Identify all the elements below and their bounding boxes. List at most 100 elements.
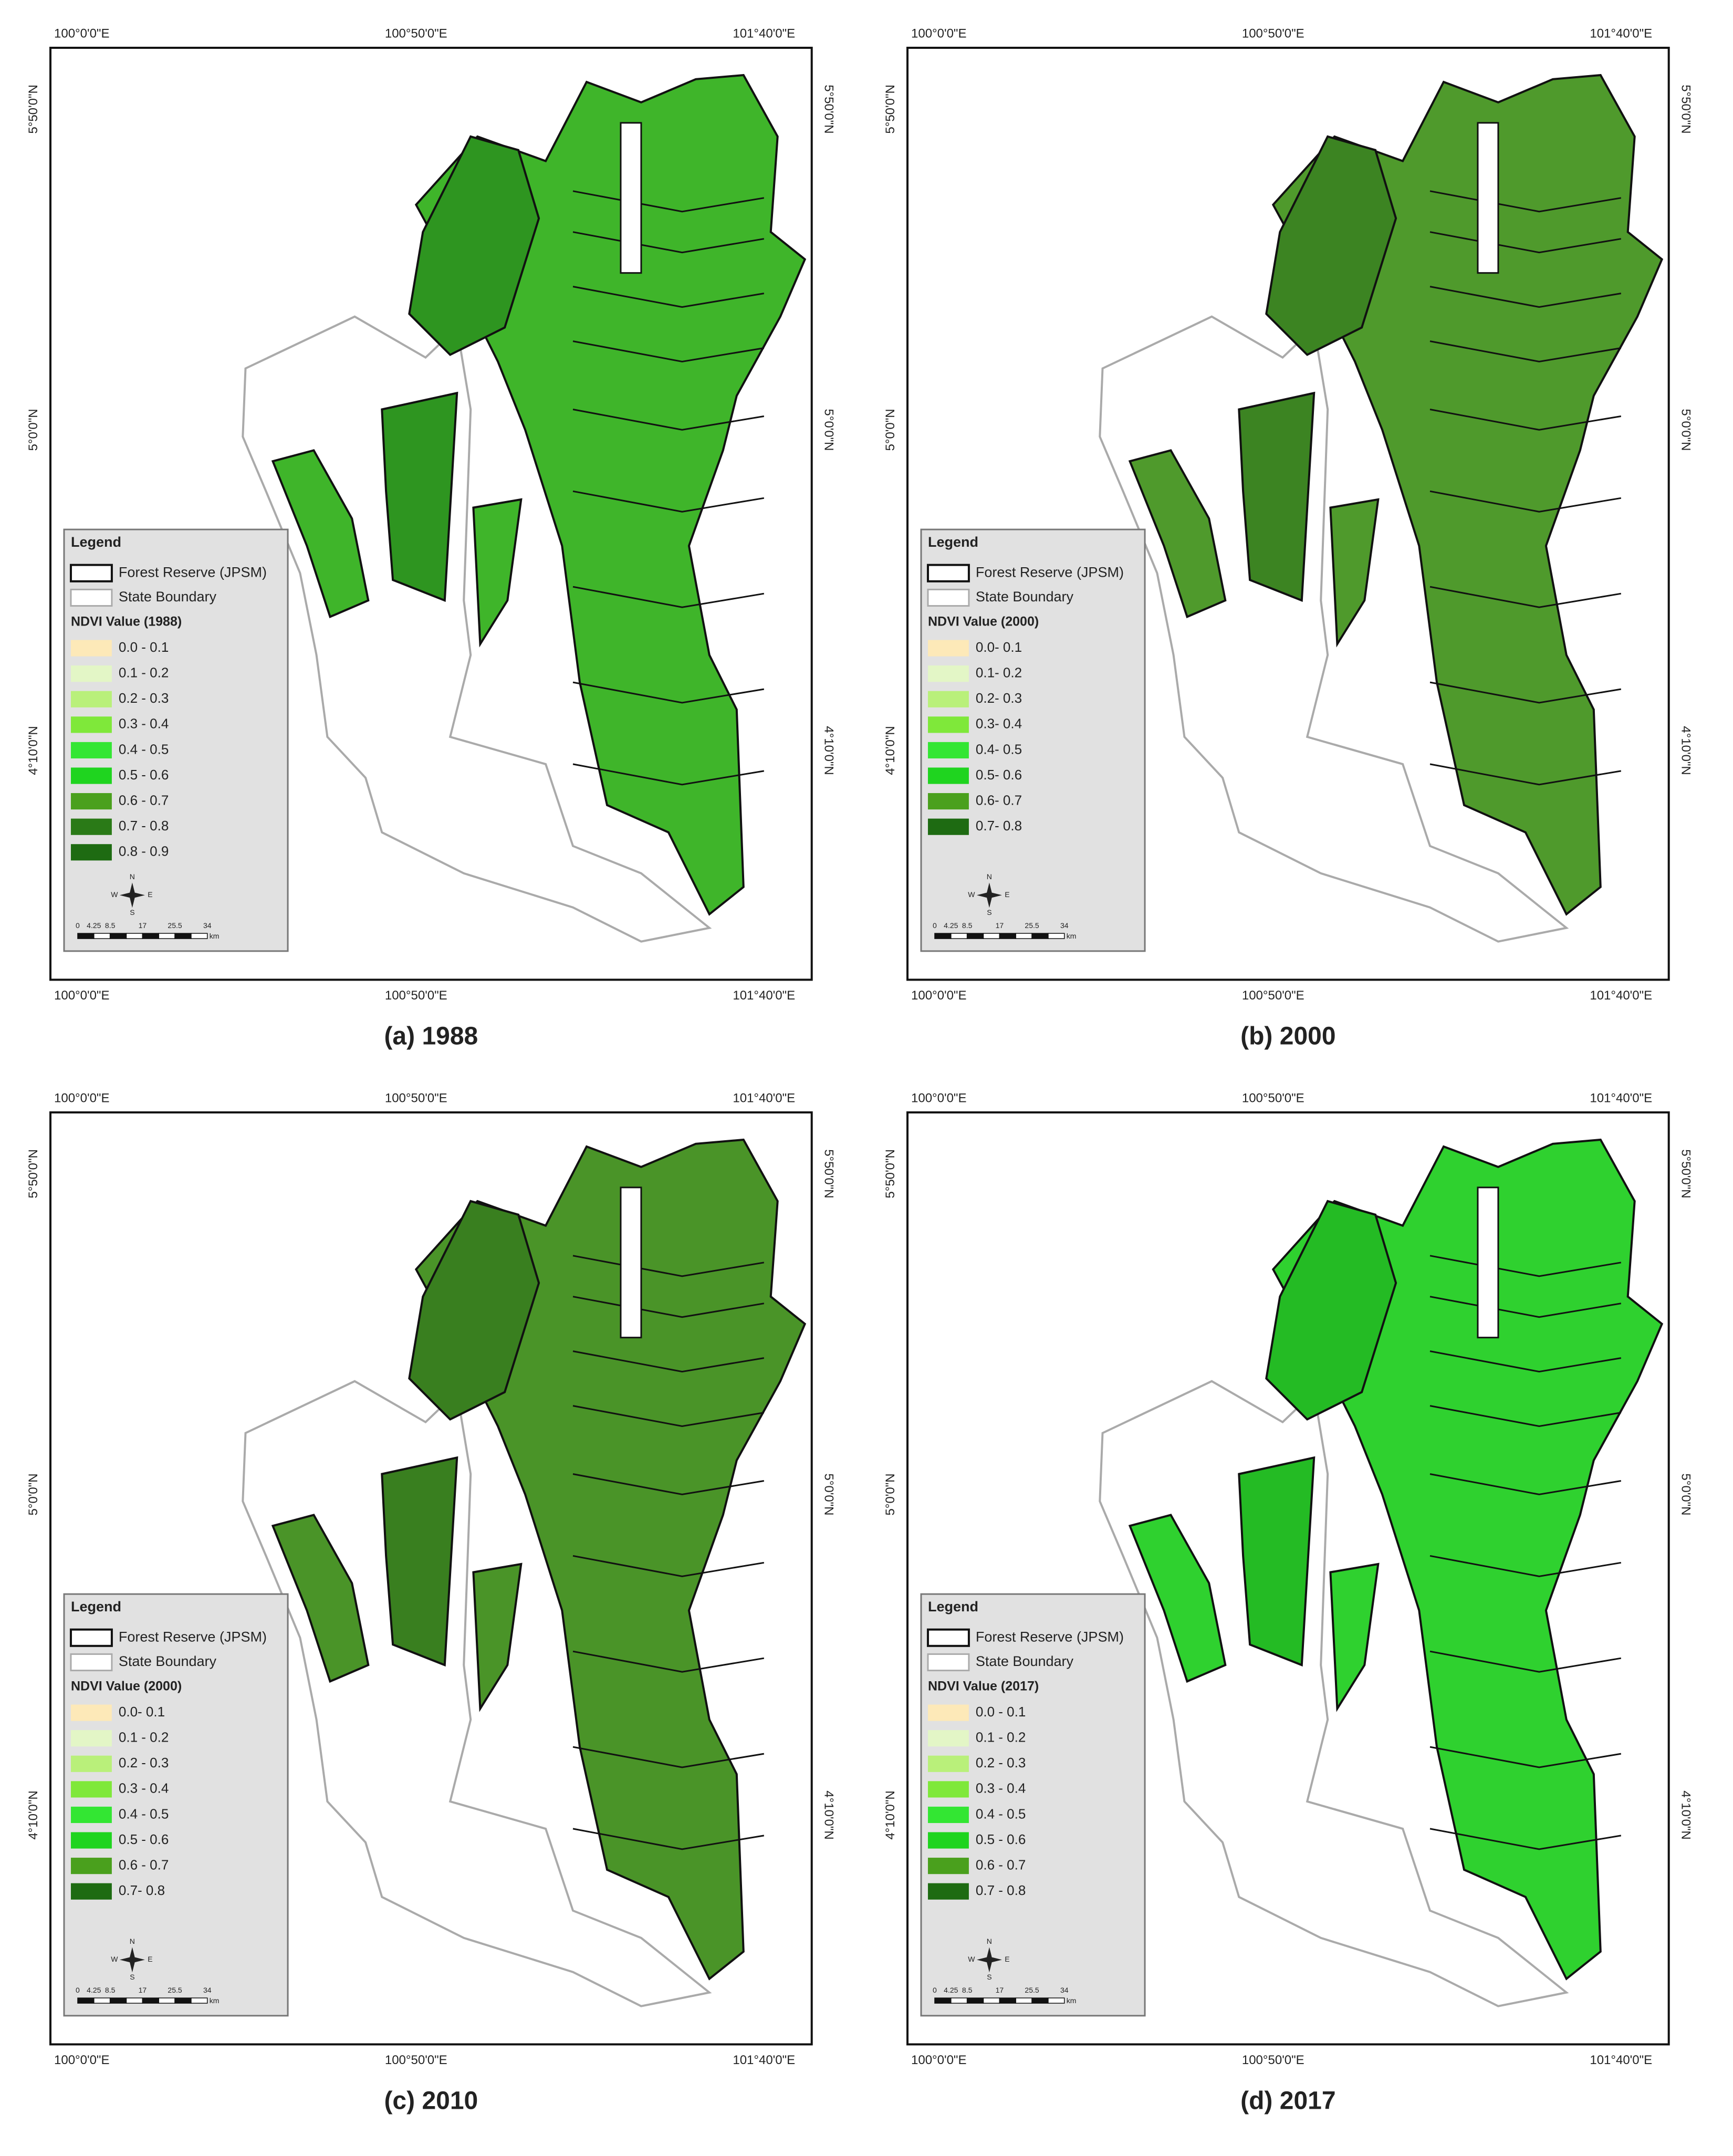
river-gap: [1477, 122, 1499, 274]
legend-label: 0.5 - 0.6: [119, 1831, 169, 1847]
y-coord-label: 5°0'0"N: [883, 409, 897, 451]
legend-label: 0.2 - 0.3: [119, 690, 169, 706]
legend-title: Legend: [928, 534, 978, 550]
legend-label: 0.6- 0.7: [976, 792, 1022, 808]
x-coord-label: 100°0'0"E: [54, 988, 109, 1003]
scale-bar-label: 34: [203, 1986, 212, 1994]
compass-letter: W: [968, 1955, 975, 1963]
legend-label: State Boundary: [976, 589, 1074, 605]
scale-bar-label: 4.25: [944, 921, 958, 930]
legend-swatch: [927, 588, 970, 607]
compass-letter: E: [148, 890, 152, 899]
x-coord-label: 100°50'0"E: [1242, 1091, 1304, 1105]
forest-reserve-boundary: [1429, 1350, 1622, 1373]
scale-bar-label: 34: [1060, 1986, 1069, 1994]
legend-label: 0.8 - 0.9: [119, 843, 169, 859]
compass-letter: N: [987, 872, 992, 881]
legend-swatch: [927, 691, 969, 707]
legend-label: State Boundary: [976, 1653, 1074, 1669]
y-coord-label: 5°0'0"N: [26, 1473, 40, 1515]
scale-bar-label: 34: [1060, 921, 1069, 930]
river-gap: [620, 122, 642, 274]
compass-letter: W: [968, 890, 975, 899]
legend-label: 0.6 - 0.7: [119, 1857, 169, 1872]
y-coord-label: 5°50'0"N: [822, 85, 836, 133]
scale-bar-segment: [174, 1997, 192, 2004]
scale-bar-segment: [1048, 933, 1065, 939]
legend-label: 0.0 - 0.1: [976, 1704, 1026, 1720]
legend: Legend Forest Reserve (JPSM) State Boundar…: [920, 528, 1146, 952]
forest-reserve-boundary: [1429, 763, 1622, 786]
forest-reserve-boundary: [572, 1650, 765, 1673]
legend-label: 0.1- 0.2: [976, 665, 1022, 681]
forest-reserve-boundary: [1429, 1405, 1622, 1428]
legend-swatch: [70, 1781, 112, 1798]
scale-bar-unit: km: [210, 1996, 220, 2005]
y-coord-label: 4°10'0"N: [883, 726, 897, 775]
x-coord-label: 101°40'0"E: [1590, 2053, 1652, 2067]
legend-swatch: [70, 793, 112, 810]
legend-label: 0.4- 0.5: [976, 741, 1022, 757]
legend-swatch: [927, 1806, 969, 1824]
scale-bar-label: 4.25: [944, 1986, 958, 1994]
legend: Legend Forest Reserve (JPSM) State Boundar…: [920, 1593, 1146, 2017]
legend-swatch: [70, 767, 112, 784]
forest-reserve-boundary: [572, 490, 765, 513]
scale-bar-segment: [109, 1997, 127, 2004]
legend-swatch: [927, 1832, 969, 1849]
scale-bar-segment: [93, 933, 111, 939]
forest-reserve-boundary: [1429, 1828, 1622, 1850]
scale-bar-segment: [93, 1997, 111, 2004]
scale-bar-unit: km: [1067, 1996, 1077, 2005]
scale-bar-segment: [126, 1997, 143, 2004]
forest-reserve-boundary: [1429, 286, 1622, 308]
legend-swatch: [927, 818, 969, 835]
x-coord-label: 101°40'0"E: [733, 988, 795, 1003]
scale-bar-segment: [999, 933, 1016, 939]
scale-bar-segment: [1015, 933, 1032, 939]
forest-reserve-boundary: [1429, 409, 1622, 431]
legend-title: Legend: [928, 1599, 978, 1615]
y-coord-label: 4°10'0"N: [1679, 726, 1693, 775]
legend-swatch: [927, 716, 969, 733]
legend-label: 0.1 - 0.2: [119, 665, 169, 681]
scale-bar-segment: [191, 933, 208, 939]
scale-bar-segment: [934, 1997, 952, 2004]
legend-label: 0.2- 0.3: [976, 690, 1022, 706]
scale-bar-segment: [966, 933, 984, 939]
legend-swatch: [927, 640, 969, 657]
legend-swatch: [927, 1755, 969, 1772]
x-coord-label: 100°0'0"E: [54, 2053, 109, 2067]
x-coord-label: 100°50'0"E: [385, 26, 447, 40]
x-coord-label: 100°0'0"E: [911, 26, 966, 40]
scale-bar-label: 25.5: [168, 1986, 182, 1994]
compass-letter: E: [1005, 1955, 1009, 1963]
legend-label: 0.0- 0.1: [119, 1704, 165, 1720]
forest-reserve-boundary: [572, 409, 765, 431]
scale-bar-label: 8.5: [105, 1986, 116, 1994]
compass-letter: N: [987, 1937, 992, 1945]
scale-bar-segment: [174, 933, 192, 939]
legend-swatch: [70, 1730, 112, 1747]
compass-letter: S: [130, 1973, 134, 1981]
scale-bar-label: 17: [996, 921, 1004, 930]
x-coord-label: 100°50'0"E: [385, 1091, 447, 1105]
legend-swatch: [927, 1781, 969, 1798]
forest-reserve-boundary: [1429, 190, 1622, 213]
scale-bar-label: 17: [139, 1986, 147, 1994]
legend-swatch: [70, 1858, 112, 1874]
forest-area: [408, 135, 540, 356]
scale-bar-label: 8.5: [962, 1986, 973, 1994]
compass-letter: N: [130, 872, 135, 881]
legend-swatch: [927, 767, 969, 784]
y-coord-label: 5°0'0"N: [26, 409, 40, 451]
legend-label: Forest Reserve (JPSM): [119, 564, 267, 580]
forest-area: [381, 1456, 458, 1667]
legend-swatch: [70, 1653, 113, 1672]
forest-reserve-boundary: [572, 1746, 765, 1768]
legend-swatch: [70, 742, 112, 759]
x-coord-label: 100°50'0"E: [385, 988, 447, 1003]
forest-reserve-boundary: [1429, 1746, 1622, 1768]
legend-swatch: [70, 640, 112, 657]
